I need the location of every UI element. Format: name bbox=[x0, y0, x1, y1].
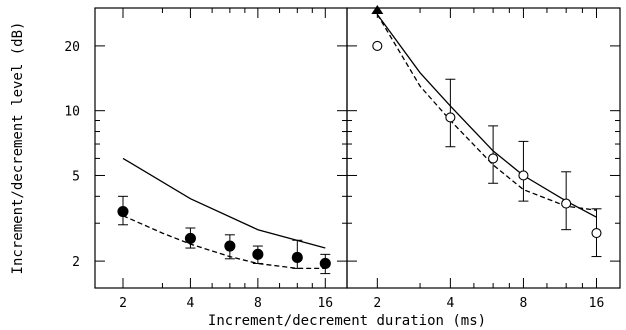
data-point-right bbox=[561, 198, 572, 209]
data-point-right bbox=[445, 112, 456, 123]
data-point-left bbox=[117, 205, 129, 218]
data-point-right bbox=[488, 153, 499, 164]
panel-frame-1 bbox=[94, 7, 348, 289]
x-tick-label: 16 bbox=[317, 296, 333, 311]
panel-frame-2 bbox=[346, 7, 621, 289]
y-tick-label: 5 bbox=[72, 169, 80, 184]
data-point-right bbox=[518, 170, 529, 181]
x-tick-label: 8 bbox=[520, 296, 528, 311]
x-tick-label: 2 bbox=[119, 296, 127, 311]
y-tick-label: 10 bbox=[64, 105, 80, 120]
data-point-left bbox=[224, 240, 236, 252]
data-point-right bbox=[591, 228, 602, 239]
x-tick-label: 8 bbox=[254, 296, 262, 311]
plot-frames bbox=[94, 7, 621, 289]
data-point-right bbox=[372, 40, 383, 51]
x-tick-label: 4 bbox=[187, 296, 195, 311]
x-tick-label: 4 bbox=[446, 296, 454, 311]
x-tick-label: 16 bbox=[589, 296, 605, 311]
y-tick-label: 2 bbox=[72, 255, 80, 270]
data-point-left bbox=[319, 257, 331, 270]
solid-line-left bbox=[122, 157, 326, 249]
data-point-left bbox=[252, 248, 264, 260]
arrow-marker bbox=[371, 5, 384, 14]
axis-ticks bbox=[95, 7, 620, 288]
y-tick-label: 20 bbox=[64, 40, 80, 55]
solid-line-right bbox=[376, 14, 597, 218]
dashed-line-right bbox=[376, 14, 597, 211]
data-point-left bbox=[184, 232, 196, 244]
x-tick-label: 2 bbox=[373, 296, 381, 311]
y-axis-label: Increment/decrement level (dB) bbox=[10, 22, 26, 275]
data-point-left bbox=[291, 251, 303, 263]
x-axis-label: Increment/decrement duration (ms) bbox=[208, 313, 486, 329]
data-marks bbox=[117, 5, 602, 275]
